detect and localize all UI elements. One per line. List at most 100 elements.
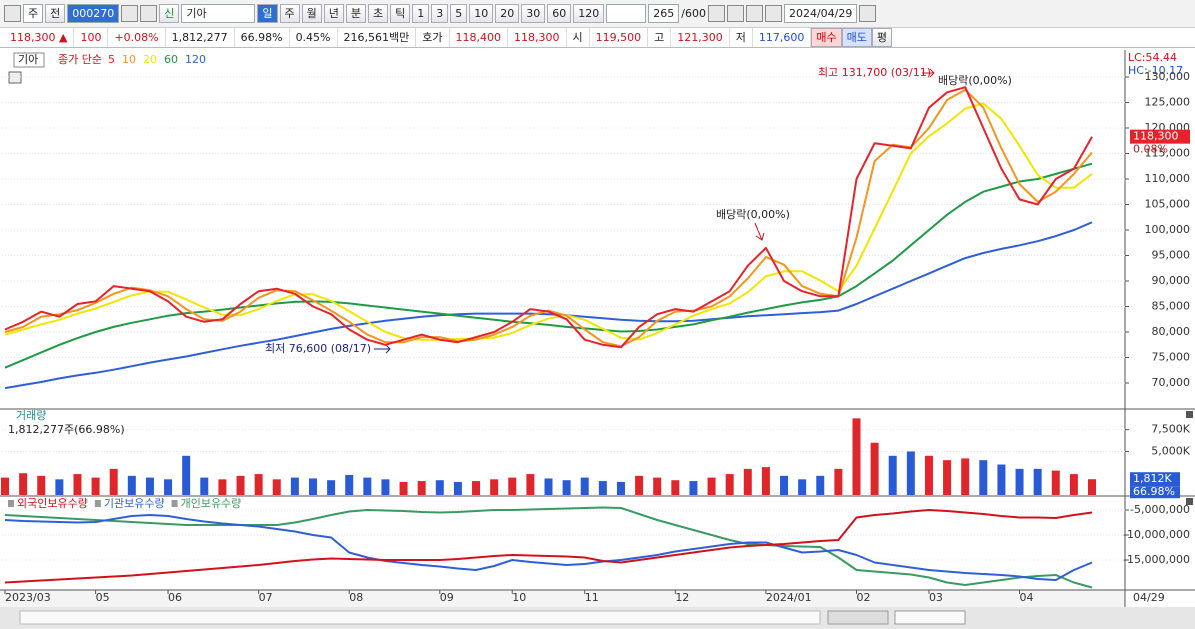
volume-bar — [308, 478, 317, 495]
panel-close[interactable] — [1186, 411, 1193, 418]
menu-icon[interactable] — [4, 5, 21, 22]
legend-swatch — [171, 500, 178, 507]
info-volume: 1,812,277 — [166, 28, 235, 47]
period-button[interactable]: 년 — [323, 4, 344, 23]
info-high: 121,300 — [671, 28, 730, 47]
volume-bar — [272, 479, 281, 495]
volume-bar — [91, 477, 100, 495]
period-button[interactable]: 분 — [345, 4, 366, 23]
save-icon[interactable] — [745, 5, 763, 22]
interval-select[interactable] — [606, 4, 647, 23]
search-icon[interactable] — [121, 5, 139, 22]
count-input[interactable]: 265 — [648, 4, 680, 23]
interval-button[interactable]: 5 — [450, 4, 468, 23]
date-input[interactable]: 2024/04/29 — [783, 4, 858, 23]
y-tick-label: 130,000 — [1145, 70, 1191, 83]
period-button[interactable]: 월 — [301, 4, 322, 23]
toolbar: 주 전 000270 신 기아 일 주 월 년 분 초 틱 1 3 5 10 20 30 60 120 265/600 2… — [0, 0, 1195, 28]
volume-bar — [580, 477, 589, 495]
settings-icon[interactable] — [764, 5, 782, 22]
legend-swatch — [8, 500, 14, 507]
market-select[interactable]: 주 — [23, 4, 44, 23]
info-turnover: 0.45% — [290, 28, 338, 47]
x-tick-label: 07 — [259, 591, 273, 604]
y-tick-label: 75,000 — [1152, 351, 1191, 364]
volume-bar — [943, 460, 952, 495]
volume-bar — [852, 418, 861, 495]
volume-bar — [55, 479, 64, 495]
scroll-track[interactable] — [19, 610, 821, 625]
y-tick-label: 7,500K — [1151, 423, 1190, 436]
interval-button[interactable]: 20 — [495, 4, 520, 23]
legend-entry: 120 — [185, 53, 206, 66]
volume-bar — [363, 477, 372, 495]
title-box — [13, 52, 45, 68]
series-line — [4, 162, 1093, 369]
volume-bar — [544, 478, 553, 495]
volume-bar — [345, 474, 354, 495]
legend-swatch — [94, 500, 101, 507]
volume-bar — [1, 477, 9, 495]
y-tick-label: 5,000K — [1151, 444, 1190, 457]
tool-icon[interactable] — [726, 5, 744, 22]
series-line — [4, 102, 1093, 341]
series-line — [4, 506, 1093, 589]
period-button[interactable]: 주 — [279, 4, 300, 23]
sell-button[interactable]: 매도 — [841, 28, 872, 47]
interval-button[interactable]: 120 — [573, 4, 605, 23]
zoom-slider[interactable] — [894, 610, 966, 625]
x-end-label: 04/29 — [1133, 591, 1165, 604]
volume-bar — [490, 479, 499, 495]
annotation: 배당락(0,00%) — [716, 208, 790, 221]
info-amount: 216,561백만 — [338, 28, 417, 47]
volume-bar — [109, 468, 118, 495]
x-tick-label: 10 — [512, 591, 526, 604]
volume-bar — [834, 468, 843, 495]
buy-button[interactable]: 매수 — [811, 28, 842, 47]
tool-icon[interactable] — [707, 5, 725, 22]
volume-bar — [635, 475, 644, 495]
lc-label: LC:54.44 — [1128, 51, 1177, 64]
volume-rate-label: 66.98% — [1133, 485, 1175, 498]
interval-button[interactable]: 10 — [469, 4, 494, 23]
info-high-label: 고 — [648, 28, 672, 47]
play-controls[interactable] — [827, 610, 889, 625]
volume-bar — [453, 481, 462, 495]
interval-button[interactable]: 3 — [431, 4, 449, 23]
new-badge[interactable]: 신 — [159, 4, 180, 23]
info-change: 100 — [74, 28, 109, 47]
volume-bar — [381, 479, 390, 495]
interval-button[interactable]: 30 — [521, 4, 546, 23]
panel-close[interactable] — [1186, 498, 1193, 505]
volume-bar — [1015, 468, 1024, 495]
y-tick-label: 90,000 — [1152, 274, 1191, 287]
volume-bar — [743, 468, 752, 495]
period-button[interactable]: 틱 — [390, 4, 411, 23]
period-button[interactable]: 초 — [368, 4, 389, 23]
volume-bar — [906, 451, 915, 495]
table-icon[interactable] — [8, 71, 22, 84]
y-tick-label: 70,000 — [1152, 376, 1191, 389]
volume-bar — [562, 480, 571, 495]
period-button[interactable]: 일 — [257, 4, 278, 23]
volume-bar — [164, 479, 173, 495]
volume-bar — [961, 458, 970, 495]
legend-entry: 20 — [143, 53, 157, 66]
prev-button[interactable]: 전 — [45, 4, 66, 23]
calendar-icon[interactable] — [859, 5, 877, 22]
volume-bar — [780, 475, 789, 495]
code-input[interactable]: 000270 — [67, 4, 120, 23]
volume-bar — [761, 467, 770, 495]
info-ask-label: 호가 — [416, 28, 450, 47]
interval-button[interactable]: 1 — [412, 4, 430, 23]
avg-button[interactable]: 평 — [871, 28, 892, 47]
volume-bar — [616, 481, 625, 495]
volume-bar — [472, 481, 481, 495]
interval-button[interactable]: 60 — [547, 4, 572, 23]
volume-title: 거래량 — [16, 409, 46, 422]
info-rate: +0.08% — [108, 28, 166, 47]
sound-icon[interactable] — [140, 5, 158, 22]
y-tick-label: 105,000 — [1145, 197, 1191, 210]
volume-bar — [598, 481, 607, 495]
